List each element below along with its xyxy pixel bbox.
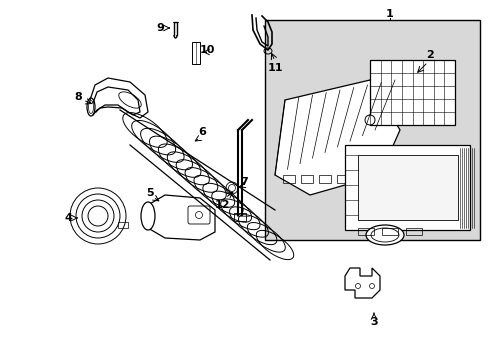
Bar — [354, 175, 366, 183]
Bar — [192, 42, 200, 64]
Text: 10: 10 — [199, 45, 214, 55]
Text: 1: 1 — [386, 9, 393, 19]
Ellipse shape — [141, 202, 155, 230]
Bar — [405, 228, 421, 235]
Bar — [381, 228, 397, 235]
Bar — [264, 20, 479, 240]
Bar — [318, 175, 330, 183]
Text: 12: 12 — [214, 200, 229, 210]
Text: 9: 9 — [156, 23, 163, 33]
Bar — [283, 175, 294, 183]
Bar — [301, 175, 312, 183]
Polygon shape — [274, 80, 399, 195]
Text: 2: 2 — [425, 50, 433, 60]
Bar — [357, 228, 373, 235]
Text: 4: 4 — [64, 213, 72, 223]
Text: 3: 3 — [369, 317, 377, 327]
Text: 6: 6 — [198, 127, 205, 137]
Bar — [357, 155, 457, 220]
Bar — [336, 175, 348, 183]
Polygon shape — [148, 195, 215, 240]
Bar — [118, 222, 128, 228]
Polygon shape — [345, 145, 469, 230]
Circle shape — [364, 115, 374, 125]
Text: 8: 8 — [74, 92, 81, 102]
Ellipse shape — [365, 225, 403, 245]
Text: 5: 5 — [146, 188, 154, 198]
Bar — [369, 60, 454, 125]
FancyBboxPatch shape — [187, 206, 209, 224]
Bar — [234, 213, 245, 221]
Text: 7: 7 — [240, 177, 247, 187]
Text: 11: 11 — [267, 63, 282, 73]
